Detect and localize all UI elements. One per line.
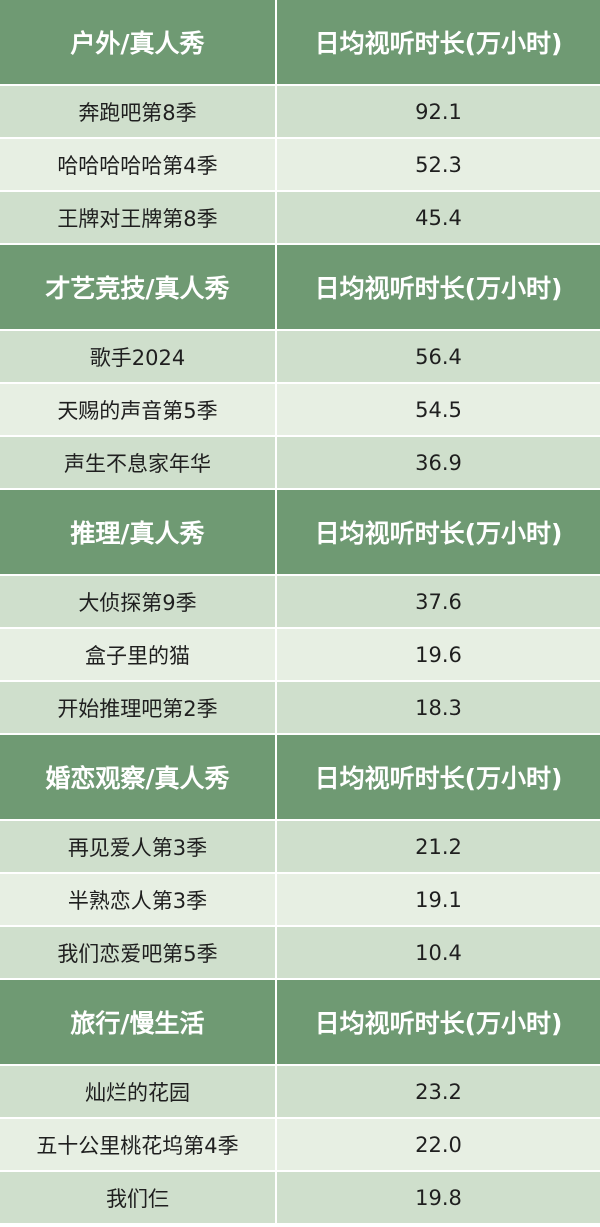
show-value: 18.3 [415, 695, 462, 720]
table-row: 哈哈哈哈哈第4季 52.3 [0, 139, 600, 192]
table-row: 大侦探第9季 37.6 [0, 576, 600, 629]
table-row: 王牌对王牌第8季 45.4 [0, 192, 600, 245]
show-value: 10.4 [415, 940, 462, 965]
section-header-row: 婚恋观察/真人秀 日均视听时长(万小时) [0, 735, 600, 821]
show-name: 再见爱人第3季 [0, 821, 277, 872]
show-name: 奔跑吧第8季 [0, 86, 277, 137]
show-name: 半熟恋人第3季 [0, 874, 277, 925]
table-row: 半熟恋人第3季 19.1 [0, 874, 600, 927]
show-name: 歌手2024 [0, 331, 277, 382]
show-value: 19.1 [415, 887, 462, 912]
show-value: 56.4 [415, 344, 462, 369]
section-header-row: 户外/真人秀 日均视听时长(万小时) [0, 0, 600, 86]
table-row: 开始推理吧第2季 18.3 [0, 682, 600, 735]
table-row: 奔跑吧第8季 92.1 [0, 86, 600, 139]
metric-header: 日均视听时长(万小时) [314, 1009, 563, 1038]
show-name: 声生不息家年华 [0, 437, 277, 488]
show-name: 天赐的声音第5季 [0, 384, 277, 435]
section-talent: 才艺竞技/真人秀 日均视听时长(万小时) 歌手2024 56.4 天赐的声音第5… [0, 245, 600, 490]
show-name: 大侦探第9季 [0, 576, 277, 627]
metric-header: 日均视听时长(万小时) [314, 274, 563, 303]
section-header-row: 旅行/慢生活 日均视听时长(万小时) [0, 980, 600, 1066]
table-row: 盒子里的猫 19.6 [0, 629, 600, 682]
section-outdoor: 户外/真人秀 日均视听时长(万小时) 奔跑吧第8季 92.1 哈哈哈哈哈第4季 … [0, 0, 600, 245]
show-name: 五十公里桃花坞第4季 [0, 1119, 277, 1170]
metric-header: 日均视听时长(万小时) [314, 764, 563, 793]
section-header-row: 推理/真人秀 日均视听时长(万小时) [0, 490, 600, 576]
section-mystery: 推理/真人秀 日均视听时长(万小时) 大侦探第9季 37.6 盒子里的猫 19.… [0, 490, 600, 735]
show-value: 45.4 [415, 205, 462, 230]
show-name: 开始推理吧第2季 [0, 682, 277, 733]
show-name: 哈哈哈哈哈第4季 [0, 139, 277, 190]
section-travel: 旅行/慢生活 日均视听时长(万小时) 灿烂的花园 23.2 五十公里桃花坞第4季… [0, 980, 600, 1225]
show-name: 我们恋爱吧第5季 [0, 927, 277, 978]
table-row: 天赐的声音第5季 54.5 [0, 384, 600, 437]
category-header: 婚恋观察/真人秀 [0, 735, 277, 819]
table-row: 我们仨 19.8 [0, 1172, 600, 1225]
table-row: 再见爱人第3季 21.2 [0, 821, 600, 874]
show-name: 我们仨 [0, 1172, 277, 1223]
show-value: 52.3 [415, 152, 462, 177]
show-name: 盒子里的猫 [0, 629, 277, 680]
show-value: 22.0 [415, 1132, 462, 1157]
metric-header: 日均视听时长(万小时) [314, 519, 563, 548]
category-header: 推理/真人秀 [0, 490, 277, 574]
show-value: 37.6 [415, 589, 462, 614]
show-value: 23.2 [415, 1079, 462, 1104]
show-name: 灿烂的花园 [0, 1066, 277, 1117]
table-row: 五十公里桃花坞第4季 22.0 [0, 1119, 600, 1172]
table-row: 声生不息家年华 36.9 [0, 437, 600, 490]
category-header: 旅行/慢生活 [0, 980, 277, 1064]
category-header: 才艺竞技/真人秀 [0, 245, 277, 329]
metric-header: 日均视听时长(万小时) [314, 29, 563, 58]
table-row: 歌手2024 56.4 [0, 331, 600, 384]
section-header-row: 才艺竞技/真人秀 日均视听时长(万小时) [0, 245, 600, 331]
category-header: 户外/真人秀 [0, 0, 277, 84]
show-value: 21.2 [415, 834, 462, 859]
show-value: 54.5 [415, 397, 462, 422]
show-value: 19.8 [415, 1185, 462, 1210]
section-dating: 婚恋观察/真人秀 日均视听时长(万小时) 再见爱人第3季 21.2 半熟恋人第3… [0, 735, 600, 980]
show-value: 92.1 [415, 99, 462, 124]
show-name: 王牌对王牌第8季 [0, 192, 277, 243]
show-value: 36.9 [415, 450, 462, 475]
table-row: 我们恋爱吧第5季 10.4 [0, 927, 600, 980]
table-row: 灿烂的花园 23.2 [0, 1066, 600, 1119]
show-value: 19.6 [415, 642, 462, 667]
